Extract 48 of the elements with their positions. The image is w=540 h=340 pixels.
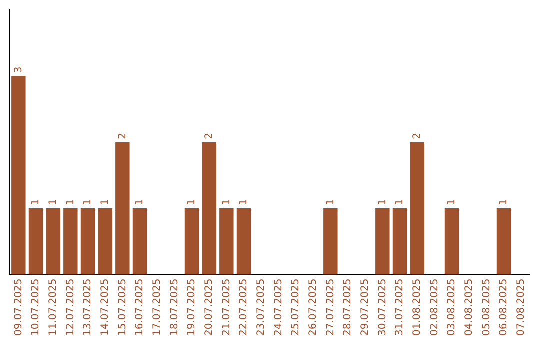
data-label: 1 xyxy=(186,199,198,206)
data-label: 3 xyxy=(13,66,24,74)
data-label: 1 xyxy=(82,199,94,206)
x-tick-label: 29.07.2025 xyxy=(360,278,371,336)
x-tick-label: 11.07.2025 xyxy=(48,278,59,336)
data-label: 1 xyxy=(48,199,59,206)
x-tick-label: 01.08.2025 xyxy=(412,278,423,336)
data-label: 1 xyxy=(134,199,146,206)
x-tick-label: 05.08.2025 xyxy=(481,278,492,336)
data-label: 1 xyxy=(446,199,458,206)
data-label: 1 xyxy=(238,199,250,206)
x-tick-label: 17.07.2025 xyxy=(152,278,163,336)
x-tick-label: 23.07.2025 xyxy=(256,278,267,336)
x-tick-label: 14.07.2025 xyxy=(100,278,111,336)
x-tick-label: 10.07.2025 xyxy=(30,278,42,336)
x-tick-label: 27.07.2025 xyxy=(325,278,336,336)
x-tick-label: 18.07.2025 xyxy=(169,278,180,336)
data-label: 1 xyxy=(221,199,232,206)
x-tick-label: 12.07.2025 xyxy=(65,278,76,336)
data-label: 1 xyxy=(394,199,406,206)
x-tick-label: 19.07.2025 xyxy=(186,278,198,336)
x-tick-label: 24.07.2025 xyxy=(273,278,284,336)
data-label: 1 xyxy=(30,199,42,206)
x-tick-label: 07.08.2025 xyxy=(516,278,527,336)
data-label: 1 xyxy=(498,199,510,206)
data-label: 1 xyxy=(100,199,111,206)
x-tick-label: 15.07.2025 xyxy=(117,278,128,336)
x-tick-label: 26.07.2025 xyxy=(308,278,319,336)
x-tick-label: 31.07.2025 xyxy=(394,278,406,336)
data-label: 1 xyxy=(325,199,336,206)
x-tick-label: 21.07.2025 xyxy=(221,278,232,336)
x-tick-label: 22.07.2025 xyxy=(238,278,250,336)
data-label: 1 xyxy=(65,199,76,206)
x-tick-label: 16.07.2025 xyxy=(134,278,146,336)
x-tick-label: 09.07.2025 xyxy=(13,278,24,336)
x-tick-label: 20.07.2025 xyxy=(204,278,215,336)
data-label: 2 xyxy=(412,132,423,140)
data-label: 1 xyxy=(377,199,388,206)
x-tick-label: 30.07.2025 xyxy=(377,278,388,336)
data-label: 2 xyxy=(204,132,215,140)
x-tick-label: 03.08.2025 xyxy=(446,278,458,336)
x-tick-label: 28.07.2025 xyxy=(342,278,354,336)
x-tick-label: 25.07.2025 xyxy=(290,278,302,336)
x-tick-label: 04.08.2025 xyxy=(464,278,475,336)
x-tick-label: 06.08.2025 xyxy=(498,278,510,336)
x-tick-label: 02.08.2025 xyxy=(429,278,440,336)
x-tick-label: 13.07.2025 xyxy=(82,278,94,336)
data-label: 2 xyxy=(117,132,128,140)
